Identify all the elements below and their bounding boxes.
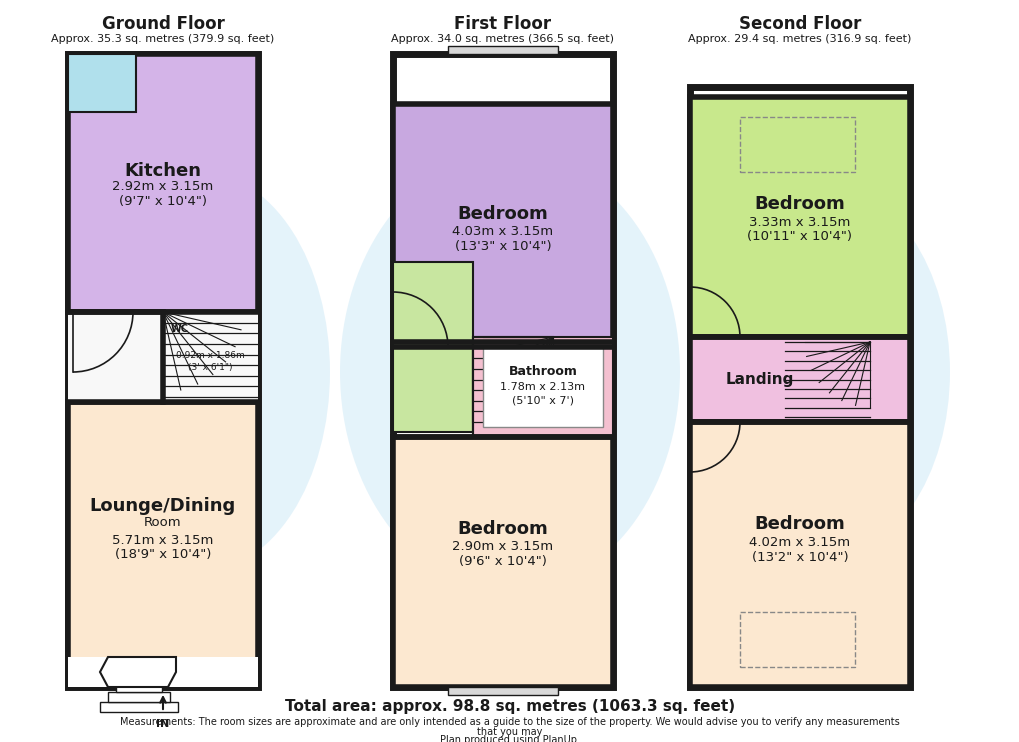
Text: Lounge/Dining: Lounge/Dining	[90, 497, 235, 515]
Text: Bedroom: Bedroom	[458, 205, 548, 223]
Text: WC: WC	[171, 324, 189, 334]
Text: IN: IN	[156, 719, 169, 729]
Bar	[108, 692, 170, 702]
Text: (18'9" x 10'4"): (18'9" x 10'4")	[115, 548, 211, 561]
Bar	[689, 422, 909, 687]
Text: (9'7" x 10'4"): (9'7" x 10'4")	[119, 194, 207, 208]
Bar	[689, 87, 909, 687]
Bar	[68, 657, 258, 687]
Polygon shape	[100, 657, 176, 687]
Bar	[392, 104, 612, 347]
Bar	[68, 54, 136, 112]
Text: 2.92m x 3.15m: 2.92m x 3.15m	[112, 180, 213, 194]
Text: (10'11" x 10'4"): (10'11" x 10'4")	[747, 231, 852, 243]
Text: (13'2" x 10'4"): (13'2" x 10'4")	[751, 551, 848, 563]
Text: Room: Room	[144, 516, 181, 528]
Bar	[68, 54, 258, 312]
Text: Landing: Landing	[726, 372, 794, 387]
Text: Approx. 29.4 sq. metres (316.9 sq. feet): Approx. 29.4 sq. metres (316.9 sq. feet)	[688, 34, 911, 44]
Text: Second Floor: Second Floor	[738, 15, 860, 33]
Text: 4.02m x 3.15m: 4.02m x 3.15m	[749, 536, 850, 548]
Bar	[447, 46, 557, 54]
Ellipse shape	[70, 172, 330, 572]
Text: 3.33m x 3.15m: 3.33m x 3.15m	[749, 215, 850, 229]
Bar	[163, 312, 258, 397]
Text: Bedroom: Bedroom	[754, 515, 845, 533]
Text: (13'3" x 10'4"): (13'3" x 10'4")	[454, 240, 551, 254]
Text: 4.03m x 3.15m: 4.03m x 3.15m	[452, 226, 553, 238]
Bar	[689, 337, 909, 422]
Bar	[68, 54, 258, 687]
Bar	[392, 262, 473, 432]
Bar	[100, 702, 178, 712]
Text: 1.78m x 2.13m: 1.78m x 2.13m	[500, 382, 585, 392]
Bar	[483, 347, 602, 427]
Text: (5'10" x 7'): (5'10" x 7')	[512, 396, 574, 406]
Ellipse shape	[339, 152, 680, 592]
Text: 5.71m x 3.15m: 5.71m x 3.15m	[112, 534, 213, 547]
Ellipse shape	[689, 182, 949, 562]
Bar	[689, 97, 909, 337]
Bar	[739, 612, 854, 667]
Bar	[739, 117, 854, 172]
Text: 0.92m x 1.86m: 0.92m x 1.86m	[176, 352, 245, 361]
Text: Ground Floor: Ground Floor	[102, 15, 224, 33]
Bar	[68, 312, 258, 402]
Text: Plan produced using PlanUp.: Plan produced using PlanUp.	[439, 735, 580, 742]
Text: 2.90m x 3.15m: 2.90m x 3.15m	[452, 540, 553, 554]
Text: Approx. 35.3 sq. metres (379.9 sq. feet): Approx. 35.3 sq. metres (379.9 sq. feet)	[51, 34, 274, 44]
Text: (3' x 6'1"): (3' x 6'1")	[189, 364, 232, 372]
Bar	[116, 682, 162, 692]
Text: Bedroom: Bedroom	[458, 520, 548, 538]
Text: Approx. 34.0 sq. metres (366.5 sq. feet): Approx. 34.0 sq. metres (366.5 sq. feet)	[391, 34, 613, 44]
Bar	[473, 337, 552, 422]
Bar	[392, 437, 612, 687]
Text: (9'6" x 10'4"): (9'6" x 10'4")	[459, 556, 546, 568]
Text: First Floor: First Floor	[454, 15, 551, 33]
Text: Total area: approx. 98.8 sq. metres (1063.3 sq. feet): Total area: approx. 98.8 sq. metres (106…	[284, 700, 735, 715]
Bar	[392, 54, 612, 687]
Text: Bathroom: Bathroom	[508, 365, 577, 378]
Text: that you may: that you may	[477, 727, 542, 737]
Text: Bedroom: Bedroom	[754, 195, 845, 213]
Text: Kitchen: Kitchen	[124, 162, 202, 180]
Bar	[447, 687, 557, 695]
Text: Measurements: The room sizes are approximate and are only intended as a guide to: Measurements: The room sizes are approxi…	[120, 717, 899, 727]
Bar	[68, 402, 258, 687]
Bar	[473, 337, 612, 437]
